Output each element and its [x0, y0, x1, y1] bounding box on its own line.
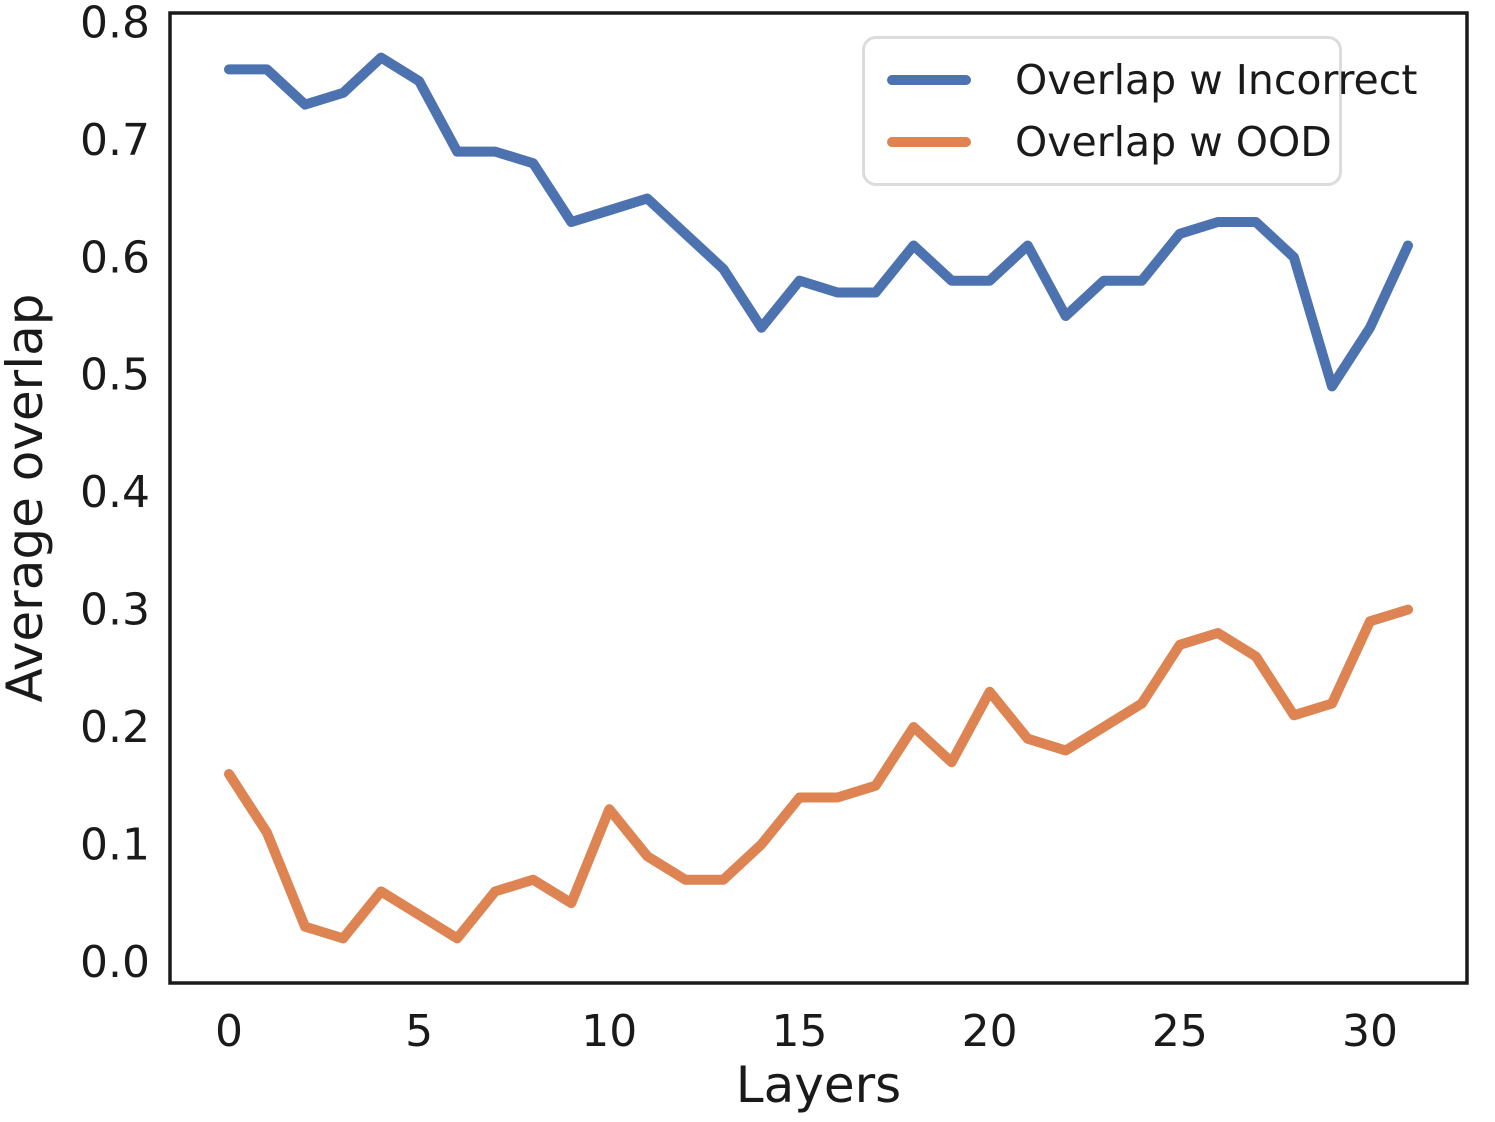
legend-item-ood: Overlap w OOD — [887, 112, 1332, 172]
x-tick-label: 0 — [215, 1006, 243, 1057]
x-tick-label: 20 — [962, 1006, 1018, 1057]
legend: Overlap w Incorrect Overlap w OOD — [862, 36, 1417, 186]
y-tick-label: 0.6 — [80, 232, 150, 283]
legend-label-incorrect: Overlap w Incorrect — [1015, 55, 1418, 104]
y-tick-label: 0.0 — [80, 937, 150, 988]
axes-spines — [168, 11, 1469, 985]
legend-line-swatch-incorrect — [887, 75, 971, 85]
x-tick-label: 5 — [405, 1006, 433, 1057]
y-tick-label: 0.1 — [80, 819, 150, 870]
x-tick-label: 15 — [771, 1006, 827, 1057]
legend-label-ood: Overlap w OOD — [1015, 117, 1332, 166]
x-axis-label: Layers — [736, 1056, 901, 1114]
y-tick-label: 0.4 — [80, 467, 150, 518]
y-tick-label: 0.8 — [80, 0, 150, 48]
x-tick-label: 25 — [1152, 1006, 1208, 1057]
series-line-0 — [224, 52, 1413, 392]
series-line-1 — [224, 604, 1413, 944]
legend-item-incorrect: Overlap w Incorrect — [887, 50, 1417, 110]
y-axis-label: Average overlap — [0, 294, 54, 703]
x-tick-label: 30 — [1342, 1006, 1398, 1057]
y-tick-label: 0.7 — [80, 115, 150, 166]
y-tick-label: 0.2 — [80, 702, 150, 753]
y-tick-label: 0.5 — [80, 350, 150, 401]
legend-line-swatch-ood — [887, 137, 971, 147]
y-tick-label: 0.3 — [80, 585, 150, 636]
x-tick-label: 10 — [581, 1006, 637, 1057]
